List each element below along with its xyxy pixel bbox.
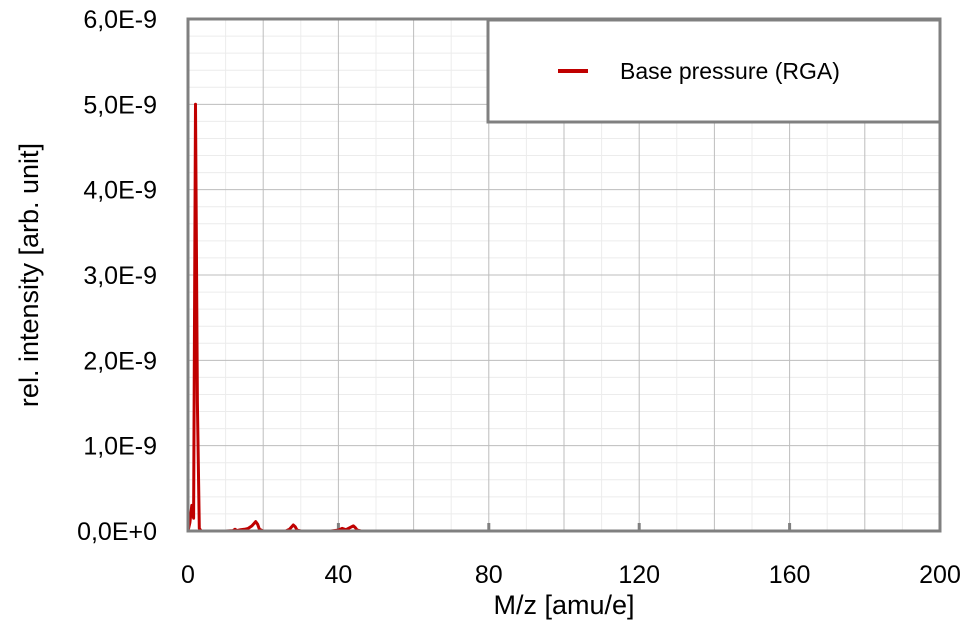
legend: Base pressure (RGA) [486,18,942,124]
legend-label: Base pressure (RGA) [620,58,840,84]
y-tick-label: 5,0E-9 [83,91,157,119]
x-tick-label: 80 [475,561,503,589]
x-tick-label: 120 [618,561,660,589]
y-axis-title: rel. intensity [arb. unit] [14,143,44,407]
x-axis-tick-labels: 0 40 80 120 160 200 [181,561,961,589]
y-axis-tick-labels: 0,0E+0 1,0E-9 2,0E-9 3,0E-9 4,0E-9 5,0E-9 6,0E… [77,6,157,546]
y-tick-label: 3,0E-9 [83,262,157,290]
y-tick-label: 2,0E-9 [83,347,157,375]
x-axis-title: M/z [amu/e] [493,590,634,620]
y-tick-label: 4,0E-9 [83,177,157,205]
x-tick-label: 40 [324,561,352,589]
x-tick-label: 160 [769,561,811,589]
x-tick-label: 200 [919,561,961,589]
y-tick-label: 6,0E-9 [83,6,157,34]
y-tick-label: 1,0E-9 [83,433,157,461]
y-tick-label: 0,0E+0 [77,518,157,546]
x-tick-label: 0 [181,561,195,589]
